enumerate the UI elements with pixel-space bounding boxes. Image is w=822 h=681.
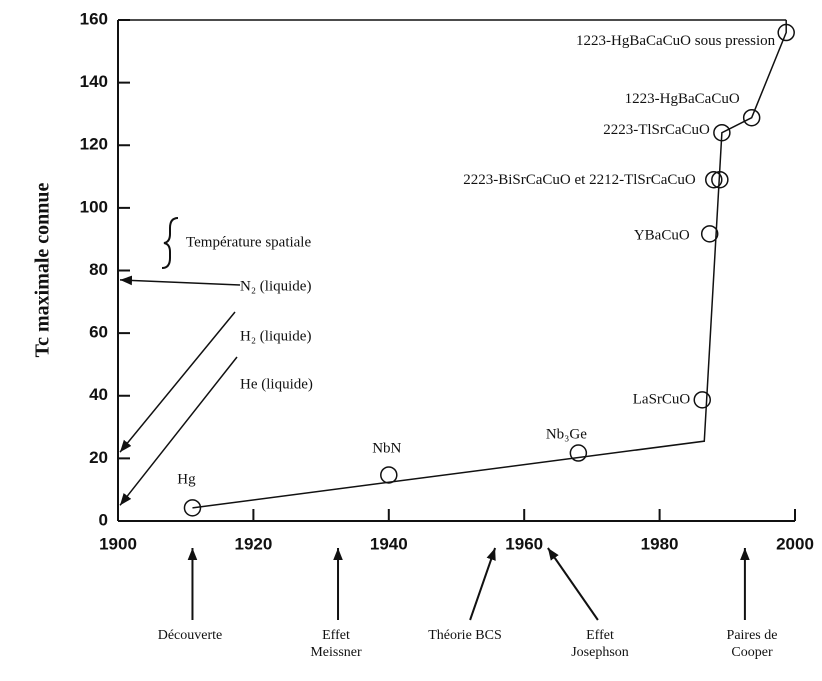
liquid-arrow — [119, 356, 238, 506]
data-point — [183, 499, 202, 517]
x-tick-label: 1980 — [641, 534, 679, 553]
point-label: Hg — [177, 471, 196, 487]
event-label: Josephson — [571, 645, 629, 660]
liquid-label: N₂ (liquide) — [240, 278, 311, 294]
y-tick-label: 20 — [89, 448, 108, 467]
y-tick-label: 140 — [80, 72, 108, 91]
y-tick-label: 80 — [89, 260, 108, 279]
data-point — [700, 225, 719, 243]
y-tick-label: 0 — [99, 510, 108, 529]
event-label: Meissner — [310, 645, 362, 660]
point-label: LaSrCuO — [633, 391, 691, 407]
data-point — [711, 170, 729, 189]
y-tick-label: 40 — [89, 385, 108, 404]
event-label: Cooper — [731, 645, 773, 660]
event-arrow — [469, 547, 497, 621]
point-label: 2223-BiSrCaCuO et 2212-TlSrCaCuO — [463, 172, 696, 188]
point-label: Nb₃Ge — [546, 426, 587, 442]
event-label: Découverte — [158, 628, 223, 643]
liquid-arrow — [119, 311, 236, 453]
data-point — [742, 108, 761, 127]
point-label: YBaCuO — [634, 227, 690, 243]
x-tick-label: 1960 — [505, 534, 543, 553]
y-axis-label: Tc maximale connue — [32, 182, 54, 357]
liquid-label: H₂ (liquide) — [240, 328, 311, 344]
y-tick-label: 120 — [80, 135, 108, 154]
x-tick-label: 1900 — [99, 534, 137, 553]
y-tick-label: 100 — [80, 197, 108, 216]
data-point — [705, 170, 723, 189]
data-point — [380, 466, 398, 484]
y-tick-label: 160 — [80, 9, 108, 28]
point-label: 2223-TlSrCaCuO — [603, 122, 710, 138]
y-tick-label: 60 — [89, 323, 108, 342]
event-label: Effet — [322, 628, 350, 643]
event-label: Paires de — [727, 628, 778, 643]
event-arrow — [547, 547, 599, 621]
data-point — [713, 123, 731, 142]
x-tick-label: 1940 — [370, 534, 408, 553]
data-point — [693, 391, 712, 409]
event-label: Effet — [586, 628, 614, 643]
x-tick-label: 2000 — [776, 534, 814, 553]
trend-line — [192, 20, 787, 509]
brace-label: Température spatiale — [186, 234, 311, 250]
point-label: 1223-HgBaCaCuO — [625, 91, 740, 107]
data-point — [777, 23, 795, 42]
liquid-arrow — [119, 275, 241, 286]
brace — [161, 217, 179, 269]
point-label: NbN — [372, 440, 401, 456]
data-point — [569, 444, 588, 462]
event-label: Théorie BCS — [428, 628, 502, 643]
point-label: 1223-HgBaCaCuO sous pression — [576, 33, 776, 49]
x-tick-label: 1920 — [234, 534, 272, 553]
liquid-label: He (liquide) — [240, 376, 313, 392]
